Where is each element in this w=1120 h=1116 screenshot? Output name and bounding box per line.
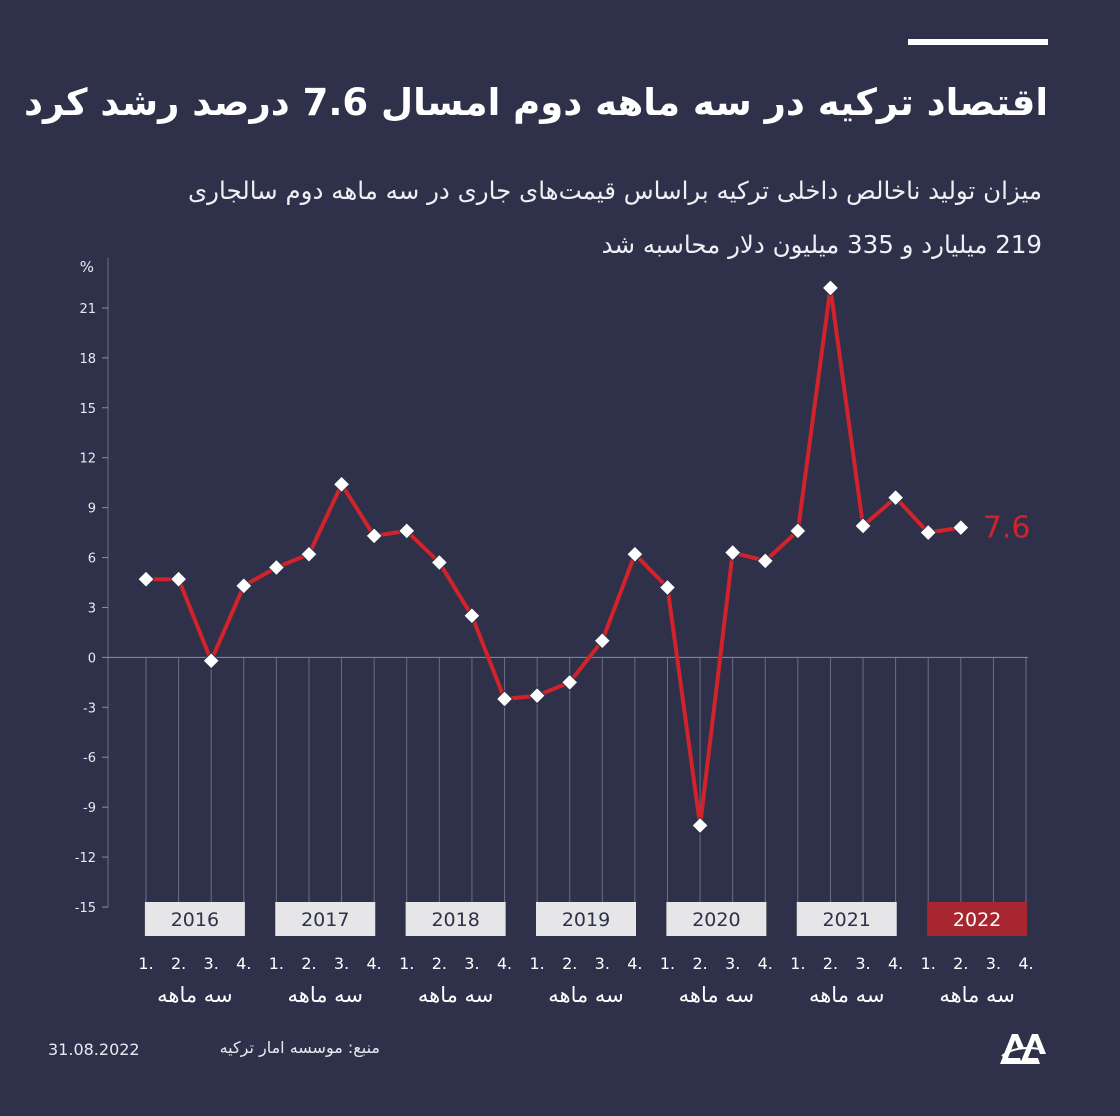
quarter-caption: سه ماهه [157,983,233,1007]
data-point [919,523,937,542]
year-box [666,902,767,936]
quarter-caption: سه ماهه [939,983,1015,1007]
aa-logo-icon [1000,1034,1046,1064]
quarter-label: 1. [399,954,414,973]
quarter-label: 2. [171,954,186,973]
y-tick-label: 9 [88,502,96,517]
data-point [430,553,449,572]
data-point [593,632,612,650]
quarter-caption: سه ماهه [548,983,624,1007]
y-tick-label: 12 [79,452,96,467]
quarter-label: 4. [497,954,512,973]
quarter-label: 1. [269,954,284,973]
year-label: 2021 [823,909,871,931]
quarter-label: 2. [692,954,707,973]
quarter-label: 2. [432,954,447,973]
year-box [144,902,245,936]
y-tick-label: 0 [88,651,96,666]
quarter-label: 2. [301,954,316,973]
quarter-label: 2. [823,954,838,973]
y-tick-label: -15 [75,901,96,916]
y-tick-label: 3 [88,601,96,616]
year-label: 2019 [562,909,610,931]
quarter-label: 1. [790,954,805,973]
data-point [528,686,546,705]
page-title: اقتصاد ترکیه در سه ماهه دوم امسال 7.6 در… [23,81,1048,124]
data-point [398,522,416,540]
data-point [789,522,807,540]
quarter-label: 2. [953,954,968,973]
quarter-label: 1. [138,954,153,973]
data-point [137,570,155,588]
data-point [821,279,840,297]
quarter-label: 4. [1018,954,1033,973]
data-point [495,690,514,708]
quarter-caption: سه ماهه [809,983,885,1007]
quarter-label: 3. [855,954,870,973]
data-point [267,558,286,577]
y-unit-label: % [80,258,94,276]
y-tick-label: 6 [88,552,96,567]
data-point [886,488,905,507]
quarter-label: 3. [986,954,1001,973]
y-tick-label: -3 [83,701,96,716]
year-label: 2020 [692,909,740,931]
year-label: 2018 [431,909,479,931]
top-rule [908,39,1048,45]
quarter-label: 4. [236,954,251,973]
end-value-label: 7.6 [983,511,1031,546]
source-note: منبع: موسسه امار ترکیه [219,1038,380,1057]
y-tick-label: -6 [83,751,96,766]
page-subtitle: میزان تولید ناخالص داخلی ترکیه براساس قی… [187,176,1042,259]
quarter-label: 1. [529,954,544,973]
y-tick-label: 18 [79,352,96,367]
year-box [536,902,636,936]
quarter-label: 3. [464,954,479,973]
year-label: 2017 [301,909,349,931]
data-point [560,673,579,692]
year-box [796,902,897,936]
data-point [723,543,742,562]
quarter-label: 1. [921,954,936,973]
y-tick-label: 15 [79,402,96,417]
data-point [658,578,677,597]
data-point [169,570,188,588]
data-point [756,552,774,570]
data-point [463,607,481,625]
publish-date: 31.08.2022 [48,1040,140,1059]
quarter-caption: سه ماهه [679,983,755,1007]
quarter-label: 2. [562,954,577,973]
data-point [952,518,970,537]
y-tick-label: -9 [83,801,96,816]
quarter-label: 1. [660,954,675,973]
quarter-label: 3. [334,954,349,973]
data-point [626,545,644,563]
data-point [691,816,709,835]
year-box [275,902,376,936]
quarter-label: 3. [204,954,219,973]
year-label: 2022 [953,909,1001,931]
quarter-label: 4. [888,954,903,973]
data-point [365,527,383,545]
y-tick-label: -12 [75,851,96,866]
y-tick-label: 21 [79,302,96,317]
year-box [927,902,1028,936]
data-point [854,517,872,535]
quarter-caption: سه ماهه [418,983,494,1007]
series-line [144,286,963,828]
quarter-label: 3. [725,954,740,973]
data-point [332,475,351,494]
data-point [300,545,318,563]
year-box [405,902,506,936]
data-point [202,652,220,670]
year-label: 2016 [171,909,219,931]
quarter-label: 3. [595,954,610,973]
quarter-label: 4. [367,954,382,973]
data-point [235,577,253,595]
quarter-caption: سه ماهه [288,983,364,1007]
quarter-label: 4. [627,954,642,973]
quarter-label: 4. [758,954,773,973]
